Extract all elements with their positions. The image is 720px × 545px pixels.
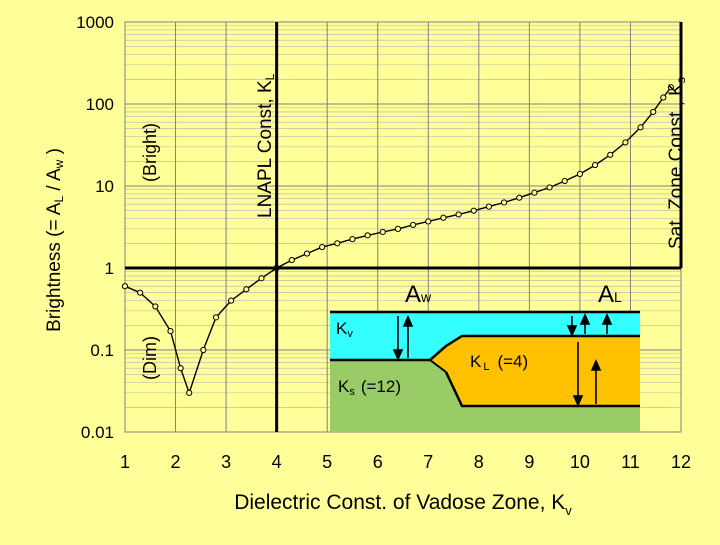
x-tick-label: 5	[322, 452, 332, 472]
data-point	[516, 194, 523, 201]
data-point	[303, 250, 311, 257]
x-tick-label: 3	[221, 452, 231, 472]
data-point	[622, 139, 629, 146]
data-point	[152, 303, 159, 310]
saturated-zone-layer	[330, 360, 640, 432]
ks-label: Ks (=12)	[338, 377, 401, 398]
y-tick-label: 1	[105, 259, 114, 278]
data-point	[500, 199, 508, 206]
x-tick-labels: 1 2 3 4 5 6 7 8 9 10 11 12	[120, 452, 691, 472]
x-tick-label: 4	[272, 452, 282, 472]
x-tick-label: 9	[524, 452, 534, 472]
data-point	[288, 256, 295, 264]
data-point	[200, 346, 207, 354]
lnapl-layer	[430, 336, 640, 406]
kl-label: K L (=4)	[470, 352, 528, 373]
lnapl-const-label: LNAPL Const, KL	[255, 73, 277, 218]
x-tick-label: 12	[671, 452, 691, 472]
data-point	[561, 177, 568, 185]
y-tick-labels: 0.01 0.1 1 10 100 1000	[76, 13, 114, 442]
lnapl-bottom-boundary	[444, 371, 640, 408]
data-point	[485, 203, 493, 210]
x-axis-title: Dielectric Const. of Vadose Zone, Kv	[234, 491, 572, 518]
x-tick-label: 2	[171, 452, 181, 472]
data-point	[440, 214, 447, 221]
data-point	[455, 211, 462, 218]
data-point	[364, 232, 371, 239]
data-point	[667, 84, 674, 91]
y-tick-label: 10	[95, 177, 114, 196]
data-point	[121, 283, 129, 290]
data-point	[637, 124, 644, 131]
data-point	[319, 243, 326, 251]
data-point	[470, 207, 477, 214]
data-point	[258, 275, 265, 282]
data-point	[650, 108, 657, 116]
data-point	[137, 289, 144, 296]
y-tick-label: 100	[86, 95, 114, 114]
data-point	[167, 328, 174, 335]
x-tick-label: 10	[570, 452, 590, 472]
inset-diagram: Aw AL Kv K L (=4) Ks (=12)	[330, 281, 640, 432]
data-point	[334, 240, 341, 247]
aw-label: Aw	[405, 281, 432, 308]
data-point	[410, 221, 417, 229]
y-tick-label: 0.01	[81, 423, 114, 442]
data-point	[186, 389, 193, 396]
brightness-series-markers	[121, 84, 674, 396]
x-tick-label: 8	[474, 452, 484, 472]
x-tick-label: 6	[373, 452, 383, 472]
data-point	[177, 365, 184, 372]
al-label: AL	[598, 281, 622, 308]
data-point	[591, 161, 599, 169]
y-tick-label: 1000	[76, 13, 114, 32]
data-point	[379, 228, 386, 236]
x-tick-label: 11	[621, 452, 640, 472]
y-axis-title: Brightness (= AL / Aw )	[44, 148, 66, 332]
al-arrows	[566, 313, 613, 407]
x-tick-label: 7	[423, 452, 433, 472]
data-point	[212, 314, 220, 321]
lnapl-top-boundary	[330, 334, 640, 362]
lnapl-edge	[429, 359, 447, 373]
aw-arrows	[392, 315, 414, 361]
data-point	[607, 151, 614, 158]
data-point	[394, 225, 402, 232]
data-point	[576, 170, 584, 178]
data-point	[243, 286, 250, 293]
data-point	[228, 297, 235, 304]
x-tick-label: 1	[120, 452, 130, 472]
dim-annotation: (Dim)	[140, 336, 160, 380]
y-tick-label: 0.1	[90, 341, 114, 360]
bright-annotation: (Bright)	[140, 123, 160, 182]
data-point	[546, 184, 553, 191]
data-point	[349, 236, 356, 243]
kv-label: Kv	[336, 319, 353, 340]
data-point	[531, 189, 538, 196]
data-point	[425, 218, 432, 225]
sat-zone-const-label: Sat. Zone Const., Ks	[666, 77, 688, 249]
data-point	[660, 94, 667, 101]
